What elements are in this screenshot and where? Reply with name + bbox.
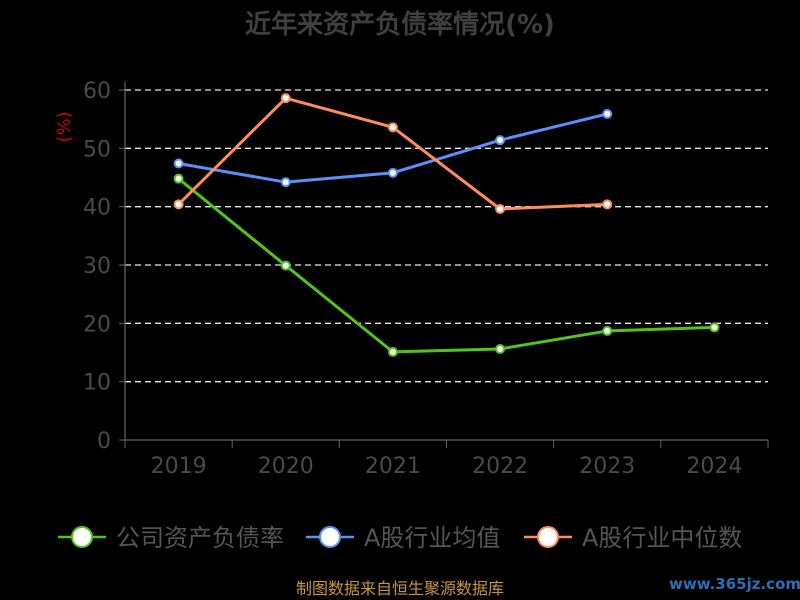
data-point bbox=[173, 173, 184, 184]
legend-item[interactable]: A股行业均值 bbox=[306, 524, 500, 552]
data-point bbox=[387, 122, 398, 133]
legend-marker bbox=[537, 526, 559, 548]
axes bbox=[119, 82, 769, 448]
legend-label: A股行业中位数 bbox=[582, 524, 742, 552]
source-note: 制图数据来自恒生聚源数据库 bbox=[296, 579, 504, 598]
legend-marker bbox=[71, 526, 93, 548]
y-tick-label: 0 bbox=[97, 429, 111, 454]
data-point bbox=[495, 135, 506, 146]
data-point bbox=[280, 93, 291, 104]
y-tick-label: 60 bbox=[83, 79, 111, 104]
y-tick-label: 50 bbox=[83, 137, 111, 162]
legend-label: 公司资产负债率 bbox=[116, 524, 284, 552]
y-tick-label: 40 bbox=[83, 196, 111, 221]
x-tick-label: 2021 bbox=[365, 454, 421, 479]
data-point bbox=[387, 167, 398, 178]
legend-item[interactable]: A股行业中位数 bbox=[524, 524, 742, 552]
series-line bbox=[177, 96, 608, 211]
x-tick-label: 2019 bbox=[151, 454, 207, 479]
y-axis-label: (%) bbox=[54, 111, 75, 142]
series-lines bbox=[173, 93, 720, 357]
data-point bbox=[602, 199, 613, 210]
grid-lines bbox=[125, 89, 768, 383]
x-tick-label: 2023 bbox=[579, 454, 635, 479]
data-point bbox=[173, 158, 184, 169]
data-point bbox=[709, 322, 720, 333]
y-tick-labels: 0 10 20 30 40 50 60 bbox=[83, 79, 111, 454]
watermark: www.365jz.com bbox=[669, 575, 800, 593]
legend-label: A股行业均值 bbox=[364, 524, 500, 552]
legend-item[interactable]: 公司资产负债率 bbox=[58, 524, 284, 552]
data-point bbox=[495, 204, 506, 214]
legend-marker bbox=[319, 526, 341, 548]
data-point bbox=[602, 325, 613, 336]
y-tick-label: 20 bbox=[83, 312, 111, 337]
series-line bbox=[177, 177, 715, 354]
x-tick-label: 2024 bbox=[686, 454, 742, 479]
y-tick-label: 10 bbox=[83, 371, 111, 396]
data-point bbox=[173, 199, 184, 210]
x-tick-labels: 2019 2020 2021 2022 2023 2024 bbox=[151, 454, 743, 479]
data-point bbox=[387, 346, 398, 357]
data-point bbox=[280, 260, 291, 271]
data-point bbox=[602, 108, 613, 119]
x-tick-label: 2022 bbox=[472, 454, 528, 479]
legend[interactable]: 公司资产负债率 A股行业均值 A股行业中位数 bbox=[58, 524, 742, 552]
y-tick-label: 30 bbox=[83, 254, 111, 279]
data-point bbox=[495, 344, 506, 354]
chart-title: 近年来资产负债率情况(%) bbox=[245, 9, 555, 40]
data-point bbox=[280, 177, 291, 188]
x-tick-label: 2020 bbox=[258, 454, 314, 479]
